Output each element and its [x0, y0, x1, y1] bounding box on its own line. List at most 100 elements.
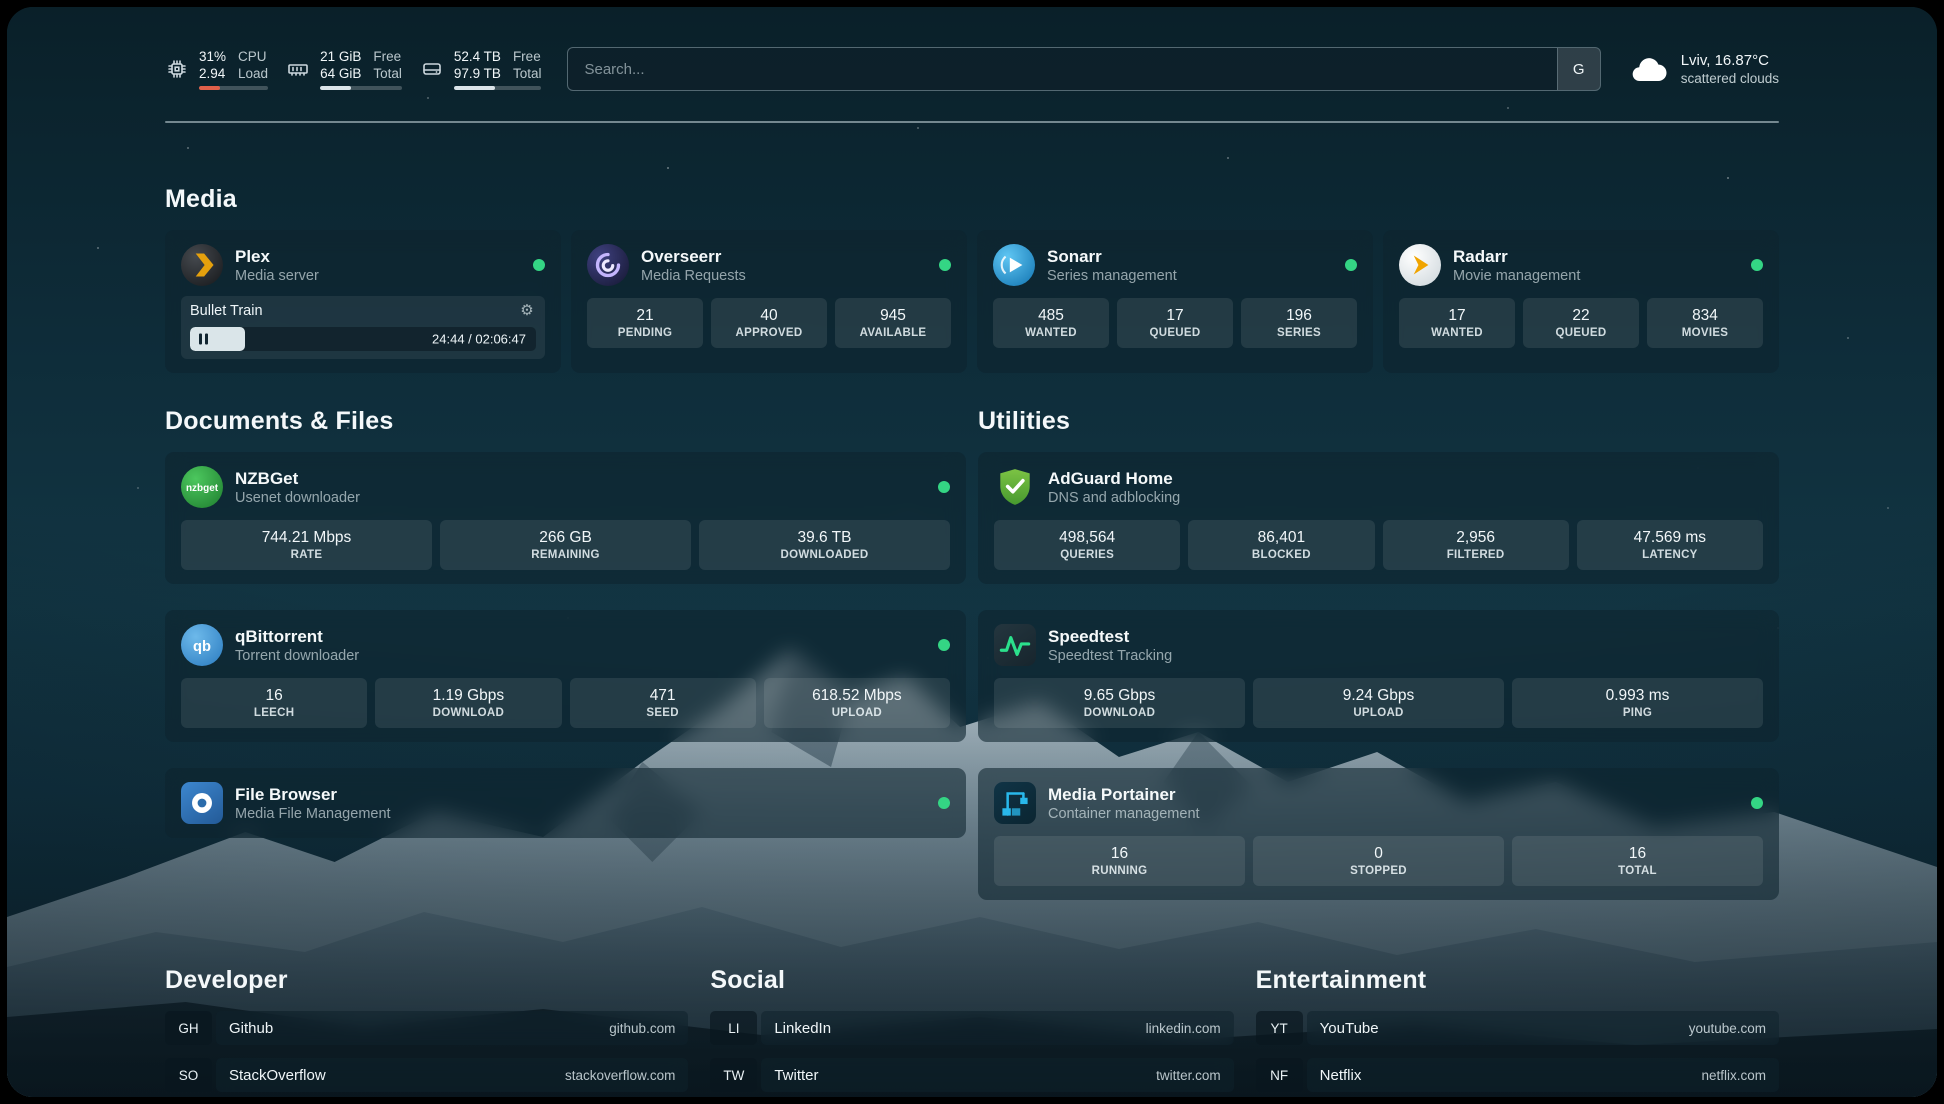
section-title-entertainment: Entertainment: [1255, 966, 1427, 994]
stat-label: SEED: [646, 707, 679, 719]
section-title-developer: Developer: [165, 966, 288, 994]
playback-progress-bar[interactable]: 24:44 / 02:06:47: [190, 327, 536, 351]
stat-value: 16: [1628, 845, 1647, 862]
service-description: Series management: [1047, 267, 1177, 284]
service-description: Media File Management: [235, 805, 391, 822]
service-description: Container management: [1048, 805, 1200, 822]
bookmark-stackoverflow[interactable]: SO StackOverflow stackoverflow.com: [165, 1058, 689, 1092]
service-card-sonarr[interactable]: Sonarr Series management 485 WANTED 17 Q…: [977, 230, 1373, 373]
stat-label: WANTED: [1431, 327, 1483, 339]
section-title-utilities: Utilities: [978, 407, 1071, 435]
stat-label: PENDING: [617, 327, 673, 339]
bookmark-abbr: NF: [1255, 1058, 1303, 1092]
memory-free-value: 21 GiB: [320, 49, 362, 64]
stat-value: 40: [760, 307, 778, 324]
service-description: Media Requests: [641, 267, 746, 284]
status-dot: [533, 259, 545, 271]
weather-widget: Lviv, 16.87°C scattered clouds: [1629, 51, 1779, 87]
bookmark-name: LinkedIn: [774, 1019, 832, 1037]
memory-total-label: Total: [373, 66, 402, 81]
stat-label: SERIES: [1277, 327, 1321, 339]
section-title-documents: Documents & Files: [165, 407, 394, 435]
bookmark-domain: youtube.com: [1688, 1020, 1766, 1036]
service-card-adguard[interactable]: AdGuard Home DNS and adblocking 498,564 …: [978, 452, 1779, 584]
service-stats: 744.21 Mbps RATE 266 GB REMAINING 39.6 T…: [181, 520, 950, 570]
cloud-icon: [1629, 53, 1669, 85]
bookmark-linkedin[interactable]: LI LinkedIn linkedin.com: [710, 1011, 1234, 1045]
bookmark-domain: github.com: [609, 1020, 676, 1036]
stat-value: 485: [1038, 307, 1064, 324]
stat-value: 9.65 Gbps: [1083, 687, 1156, 704]
stat-label: APPROVED: [735, 327, 803, 339]
search-provider-button[interactable]: G: [1556, 48, 1600, 90]
status-dot: [938, 639, 950, 651]
stat-value: 21: [636, 307, 654, 324]
dashboard-screen: 31% CPU 2.94 Load: [7, 7, 1937, 1097]
bookmark-youtube[interactable]: YT YouTube youtube.com: [1255, 1011, 1779, 1045]
service-description: Speedtest Tracking: [1048, 647, 1173, 664]
service-card-speedtest[interactable]: Speedtest Speedtest Tracking 9.65 Gbps D…: [978, 610, 1779, 742]
search-input[interactable]: [568, 48, 1557, 90]
bookmark-name: Twitter: [774, 1066, 819, 1084]
stat-value: 2,956: [1456, 529, 1496, 546]
service-card-portainer[interactable]: Media Portainer Container management 16 …: [978, 768, 1779, 900]
gear-icon[interactable]: [518, 302, 536, 320]
stat-block: 471 SEED: [569, 678, 756, 728]
disk-free-value: 52.4 TB: [453, 49, 501, 64]
stat-value: 834: [1692, 307, 1718, 324]
stat-label: FILTERED: [1446, 549, 1505, 561]
stat-block: 1.19 Gbps DOWNLOAD: [375, 678, 562, 728]
service-card-overseerr[interactable]: Overseerr Media Requests 21 PENDING 40 A…: [571, 230, 967, 373]
nzbget-icon: nzbget: [181, 466, 223, 508]
bookmark-netflix[interactable]: NF Netflix netflix.com: [1255, 1058, 1779, 1092]
bookmark-name: Netflix: [1319, 1066, 1362, 1084]
stat-label: DOWNLOADED: [780, 549, 869, 561]
service-card-qbittorrent[interactable]: qb qBittorrent Torrent downloader 16: [165, 610, 966, 742]
service-stats: 498,564 QUERIES 86,401 BLOCKED 2,956 FIL…: [994, 520, 1763, 570]
stat-block: 16 TOTAL: [1512, 836, 1763, 886]
resource-widgets: 31% CPU 2.94 Load: [165, 48, 542, 90]
disk-usage-bar: [453, 86, 542, 90]
stat-value: 744.21 Mbps: [261, 529, 352, 546]
stat-value: 47.569 ms: [1633, 529, 1707, 546]
search-bar: G: [567, 47, 1601, 91]
stat-label: RATE: [290, 549, 323, 561]
stat-value: 86,401: [1257, 529, 1306, 546]
section-title-media: Media: [165, 185, 237, 213]
service-stats: 16 LEECH 1.19 Gbps DOWNLOAD 471 SEED: [181, 678, 950, 728]
stat-value: 1.19 Gbps: [432, 687, 505, 704]
bookmark-abbr: GH: [165, 1011, 212, 1045]
bookmark-name: StackOverflow: [229, 1066, 326, 1084]
documents-column: Documents & Files nzbget NZBGet Usenet d…: [165, 407, 966, 900]
service-card-radarr[interactable]: Radarr Movie management 17 WANTED 22 QUE…: [1383, 230, 1779, 373]
stat-label: AVAILABLE: [859, 327, 927, 339]
overseerr-icon: [587, 244, 629, 286]
stat-block: 16 RUNNING: [994, 836, 1245, 886]
memory-free-label: Free: [373, 49, 402, 64]
qbittorrent-icon: qb: [181, 624, 223, 666]
disk-widget: 52.4 TB Free 97.9 TB Total: [420, 48, 542, 90]
stat-block: 16 LEECH: [181, 678, 368, 728]
bookmark-name: YouTube: [1319, 1019, 1379, 1037]
disk-icon: [420, 57, 444, 81]
stat-value: 17: [1448, 307, 1466, 324]
bookmark-twitter[interactable]: TW Twitter twitter.com: [710, 1058, 1234, 1092]
service-card-plex[interactable]: Plex Media server Bullet Train: [165, 230, 561, 373]
bookmark-github[interactable]: GH Github github.com: [165, 1011, 689, 1045]
portainer-icon: [994, 782, 1036, 824]
sonarr-icon: [993, 244, 1035, 286]
pause-icon[interactable]: [199, 333, 208, 345]
bookmark-groups: Developer GH Github github.com SO StackOv…: [165, 966, 1779, 1097]
service-name: File Browser: [235, 784, 338, 804]
stat-block: 0 STOPPED: [1253, 836, 1504, 886]
service-card-nzbget[interactable]: nzbget NZBGet Usenet downloader 744.21 M…: [165, 452, 966, 584]
stat-label: UPLOAD: [1353, 707, 1404, 719]
top-bar: 31% CPU 2.94 Load: [165, 43, 1779, 95]
service-card-filebrowser[interactable]: File Browser Media File Management: [165, 768, 966, 838]
stat-label: RUNNING: [1091, 865, 1148, 877]
utilities-column: Utilities: [978, 407, 1779, 900]
stat-block: 17 WANTED: [1399, 298, 1515, 348]
service-name: Plex: [235, 246, 270, 266]
service-name: Overseerr: [641, 246, 722, 266]
bookmark-domain: linkedin.com: [1145, 1020, 1221, 1036]
